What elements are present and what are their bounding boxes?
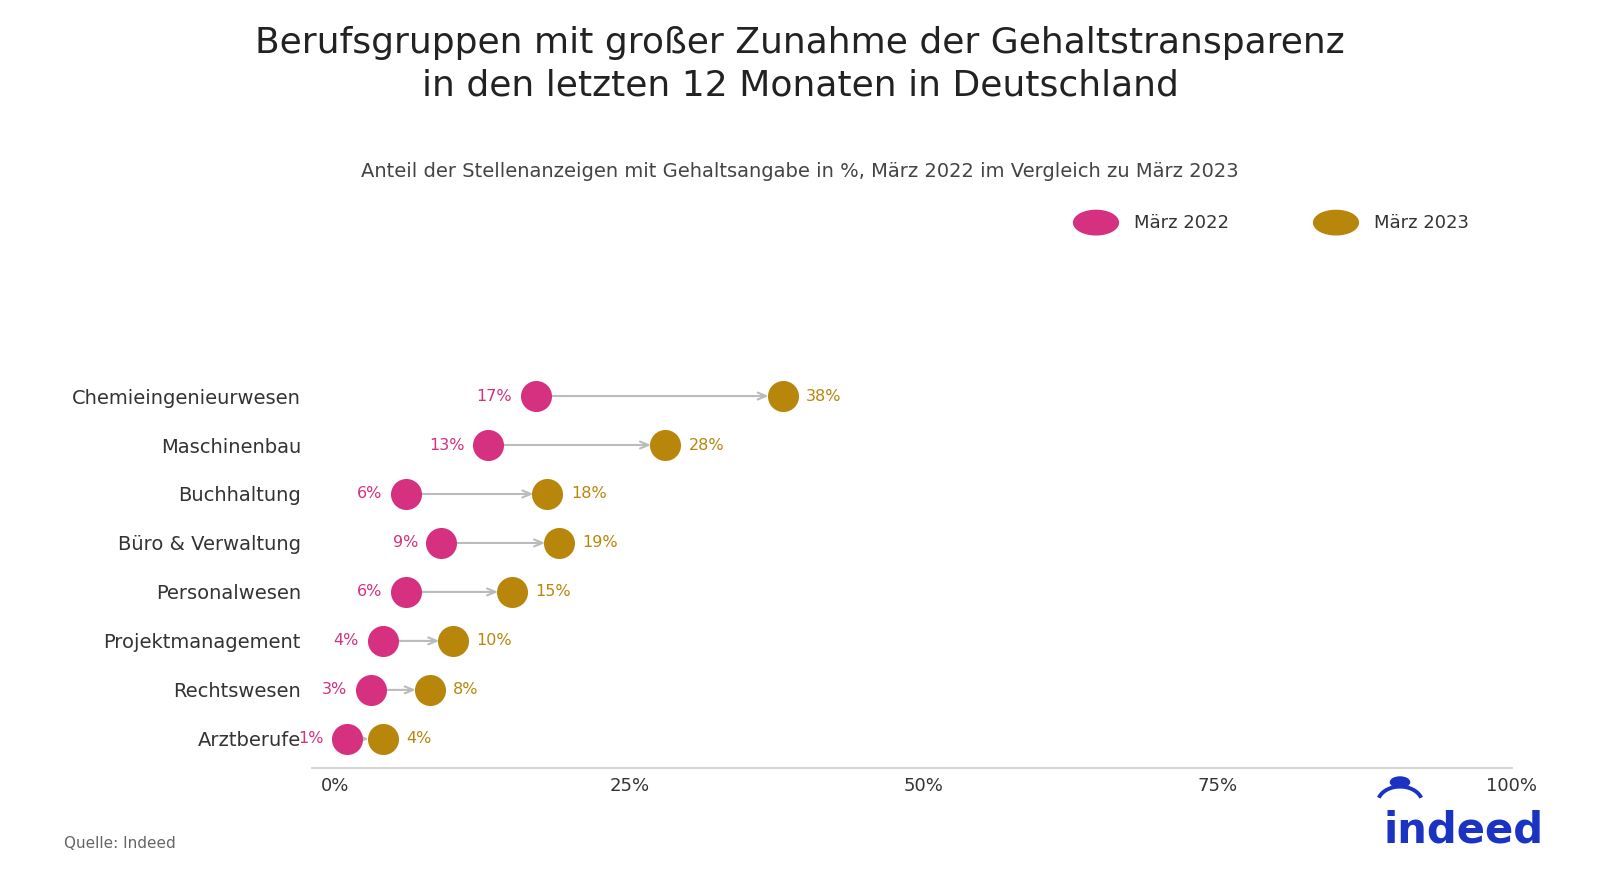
Point (370, 634, 395, 648)
Text: 6%: 6% (357, 486, 382, 501)
Point (358, 683, 384, 697)
Point (653, 438, 678, 452)
Text: 38%: 38% (806, 388, 842, 403)
Text: 1%: 1% (298, 732, 323, 746)
Text: 8%: 8% (453, 683, 478, 698)
Text: indeed: indeed (1384, 809, 1544, 851)
Text: 15%: 15% (536, 584, 571, 600)
Text: 18%: 18% (571, 486, 606, 501)
Point (499, 585, 525, 599)
Point (770, 389, 795, 403)
Text: 6%: 6% (357, 584, 382, 600)
Text: 17%: 17% (477, 388, 512, 403)
Point (334, 732, 360, 746)
Point (440, 634, 466, 648)
Text: März 2022: März 2022 (1134, 214, 1229, 231)
Point (523, 389, 549, 403)
Point (418, 683, 443, 697)
Text: Quelle: Indeed: Quelle: Indeed (64, 836, 176, 851)
Text: Berufsgruppen mit großer Zunahme der Gehaltstransparenz
in den letzten 12 Monate: Berufsgruppen mit großer Zunahme der Geh… (254, 26, 1346, 102)
Text: 28%: 28% (688, 437, 725, 452)
Point (394, 487, 419, 501)
Point (546, 536, 571, 550)
Text: 9%: 9% (392, 535, 418, 551)
Point (370, 732, 395, 746)
Text: 4%: 4% (334, 634, 358, 649)
Text: Anteil der Stellenanzeigen mit Gehaltsangabe in %, März 2022 im Vergleich zu Mär: Anteil der Stellenanzeigen mit Gehaltsan… (362, 162, 1238, 181)
Text: 13%: 13% (429, 437, 466, 452)
Text: 19%: 19% (582, 535, 618, 551)
Text: 4%: 4% (406, 732, 432, 746)
Point (394, 585, 419, 599)
Text: 3%: 3% (322, 683, 347, 698)
Text: März 2023: März 2023 (1374, 214, 1469, 231)
Point (429, 536, 454, 550)
Point (475, 438, 501, 452)
Text: 10%: 10% (477, 634, 512, 649)
Point (534, 487, 560, 501)
